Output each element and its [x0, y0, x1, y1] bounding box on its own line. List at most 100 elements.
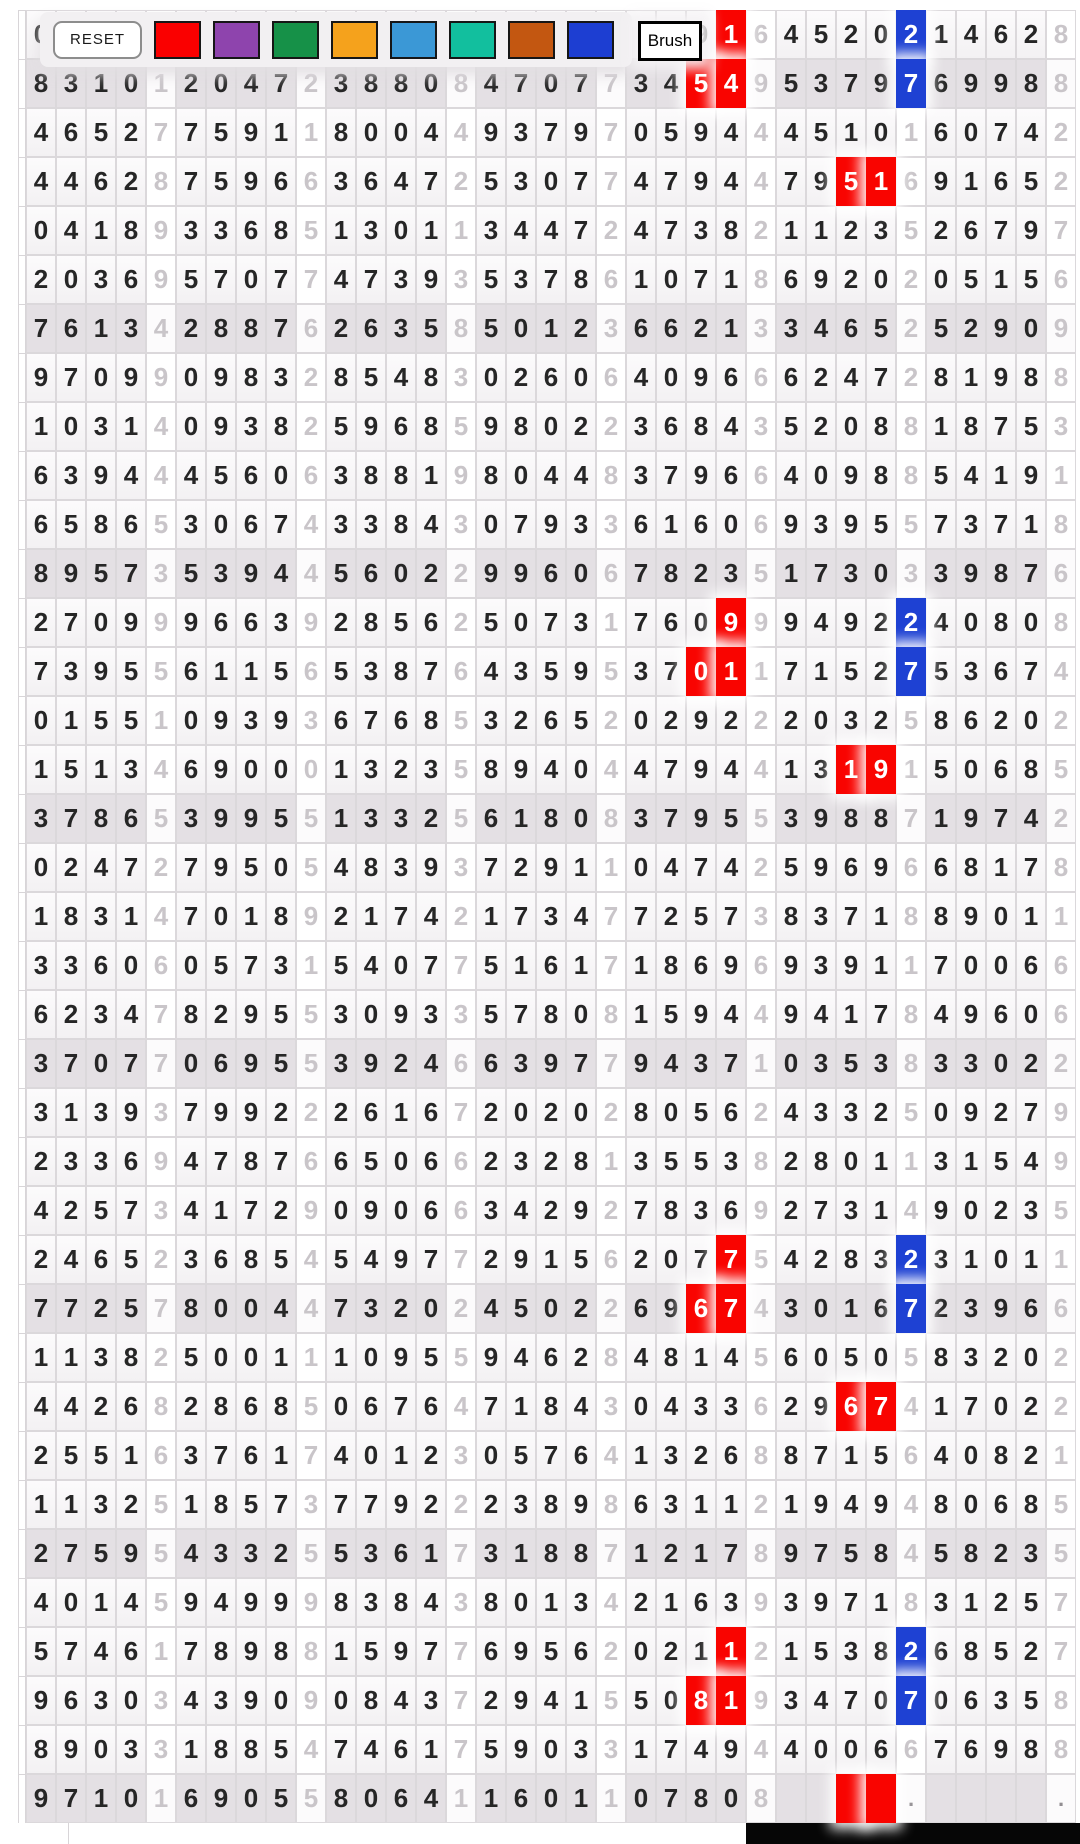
- digit-cell[interactable]: 5: [446, 1333, 476, 1382]
- digit-cell[interactable]: 4: [536, 451, 566, 500]
- digit-cell[interactable]: 1: [956, 353, 986, 402]
- digit-cell[interactable]: 1: [266, 108, 296, 157]
- digit-cell[interactable]: 1: [236, 892, 266, 941]
- digit-cell[interactable]: 5: [866, 500, 896, 549]
- digit-cell[interactable]: 2: [1016, 10, 1046, 59]
- digit-cell[interactable]: 4: [446, 108, 476, 157]
- digit-cell[interactable]: 2: [986, 696, 1016, 745]
- digit-cell[interactable]: 4: [86, 1627, 116, 1676]
- digit-cell[interactable]: 6: [446, 1039, 476, 1088]
- digit-cell[interactable]: 2: [326, 598, 356, 647]
- digit-cell[interactable]: 8: [866, 402, 896, 451]
- digit-cell[interactable]: 2: [26, 1137, 56, 1186]
- digit-cell[interactable]: 5: [476, 304, 506, 353]
- digit-cell[interactable]: 6: [596, 549, 626, 598]
- digit-cell[interactable]: 2: [746, 1627, 776, 1676]
- digit-cell[interactable]: 5: [806, 1627, 836, 1676]
- digit-cell[interactable]: 1: [146, 1774, 176, 1823]
- digit-cell[interactable]: 0: [266, 745, 296, 794]
- digit-cell[interactable]: 4: [746, 157, 776, 206]
- digit-cell[interactable]: 5: [596, 647, 626, 696]
- digit-cell[interactable]: 7: [656, 157, 686, 206]
- digit-cell[interactable]: 2: [956, 304, 986, 353]
- digit-cell[interactable]: 1: [596, 598, 626, 647]
- digit-cell[interactable]: 8: [1016, 1725, 1046, 1774]
- digit-cell[interactable]: 6: [236, 451, 266, 500]
- digit-cell[interactable]: 8: [266, 892, 296, 941]
- blue-painted-cell[interactable]: 2: [896, 598, 926, 647]
- digit-cell[interactable]: 2: [86, 1382, 116, 1431]
- digit-cell[interactable]: 6: [1046, 990, 1076, 1039]
- digit-cell[interactable]: 5: [476, 990, 506, 1039]
- digit-cell[interactable]: 7: [866, 353, 896, 402]
- digit-cell[interactable]: 3: [146, 1088, 176, 1137]
- digit-cell[interactable]: 8: [1016, 745, 1046, 794]
- digit-cell[interactable]: 0: [236, 255, 266, 304]
- digit-cell[interactable]: 2: [596, 1284, 626, 1333]
- digit-cell[interactable]: 3: [26, 941, 56, 990]
- digit-cell[interactable]: 0: [566, 990, 596, 1039]
- digit-cell[interactable]: 6: [356, 549, 386, 598]
- digit-cell[interactable]: 1: [236, 647, 266, 696]
- digit-cell[interactable]: 5: [866, 1431, 896, 1480]
- digit-cell[interactable]: 5: [896, 696, 926, 745]
- digit-cell[interactable]: 3: [716, 1137, 746, 1186]
- digit-cell[interactable]: 4: [836, 1480, 866, 1529]
- digit-cell[interactable]: 7: [446, 1627, 476, 1676]
- digit-cell[interactable]: 3: [866, 206, 896, 255]
- digit-cell[interactable]: 5: [296, 1039, 326, 1088]
- digit-cell[interactable]: 1: [716, 1480, 746, 1529]
- digit-cell[interactable]: 7: [686, 843, 716, 892]
- digit-cell[interactable]: 8: [836, 1235, 866, 1284]
- blue-painted-cell[interactable]: 7: [896, 1284, 926, 1333]
- digit-cell[interactable]: 8: [836, 794, 866, 843]
- digit-cell[interactable]: 0: [956, 1431, 986, 1480]
- digit-cell[interactable]: 2: [506, 696, 536, 745]
- digit-cell[interactable]: 2: [866, 598, 896, 647]
- digit-cell[interactable]: 3: [1046, 402, 1076, 451]
- digit-cell[interactable]: 5: [296, 206, 326, 255]
- digit-cell[interactable]: 2: [566, 402, 596, 451]
- digit-cell[interactable]: 6: [836, 843, 866, 892]
- digit-cell[interactable]: 3: [356, 647, 386, 696]
- digit-cell[interactable]: 9: [386, 1235, 416, 1284]
- digit-cell[interactable]: 9: [266, 1578, 296, 1627]
- digit-cell[interactable]: 8: [356, 1676, 386, 1725]
- digit-cell[interactable]: 5: [896, 206, 926, 255]
- digit-cell[interactable]: 0: [656, 255, 686, 304]
- digit-cell[interactable]: 2: [1046, 696, 1076, 745]
- digit-cell[interactable]: 9: [1046, 304, 1076, 353]
- digit-cell[interactable]: 4: [566, 1382, 596, 1431]
- digit-cell[interactable]: 9: [236, 108, 266, 157]
- digit-cell[interactable]: 8: [236, 1725, 266, 1774]
- digit-cell[interactable]: 6: [776, 255, 806, 304]
- digit-cell[interactable]: 6: [626, 500, 656, 549]
- digit-cell[interactable]: 0: [266, 451, 296, 500]
- digit-cell[interactable]: 4: [146, 745, 176, 794]
- digit-cell[interactable]: 8: [206, 1480, 236, 1529]
- digit-cell[interactable]: 0: [866, 1676, 896, 1725]
- digit-cell[interactable]: 2: [266, 1529, 296, 1578]
- digit-cell[interactable]: 8: [656, 549, 686, 598]
- digit-cell[interactable]: 4: [596, 1431, 626, 1480]
- red-painted-cell[interactable]: 6: [686, 1284, 716, 1333]
- digit-cell[interactable]: 3: [506, 647, 536, 696]
- digit-cell[interactable]: 8: [446, 304, 476, 353]
- digit-cell[interactable]: 1: [776, 1627, 806, 1676]
- digit-cell[interactable]: 9: [206, 696, 236, 745]
- digit-cell[interactable]: 6: [986, 10, 1016, 59]
- digit-cell[interactable]: 2: [1016, 1627, 1046, 1676]
- digit-cell[interactable]: 6: [356, 304, 386, 353]
- digit-cell[interactable]: 6: [926, 1627, 956, 1676]
- digit-cell[interactable]: 6: [866, 1284, 896, 1333]
- digit-cell[interactable]: 6: [26, 500, 56, 549]
- digit-cell[interactable]: 5: [446, 794, 476, 843]
- digit-cell[interactable]: 9: [236, 1627, 266, 1676]
- digit-cell[interactable]: 3: [926, 1578, 956, 1627]
- digit-cell[interactable]: 2: [1016, 1039, 1046, 1088]
- digit-cell[interactable]: 6: [626, 1480, 656, 1529]
- digit-cell[interactable]: 9: [536, 1039, 566, 1088]
- digit-cell[interactable]: 1: [776, 745, 806, 794]
- digit-cell[interactable]: 3: [866, 1235, 896, 1284]
- digit-cell[interactable]: 3: [566, 1725, 596, 1774]
